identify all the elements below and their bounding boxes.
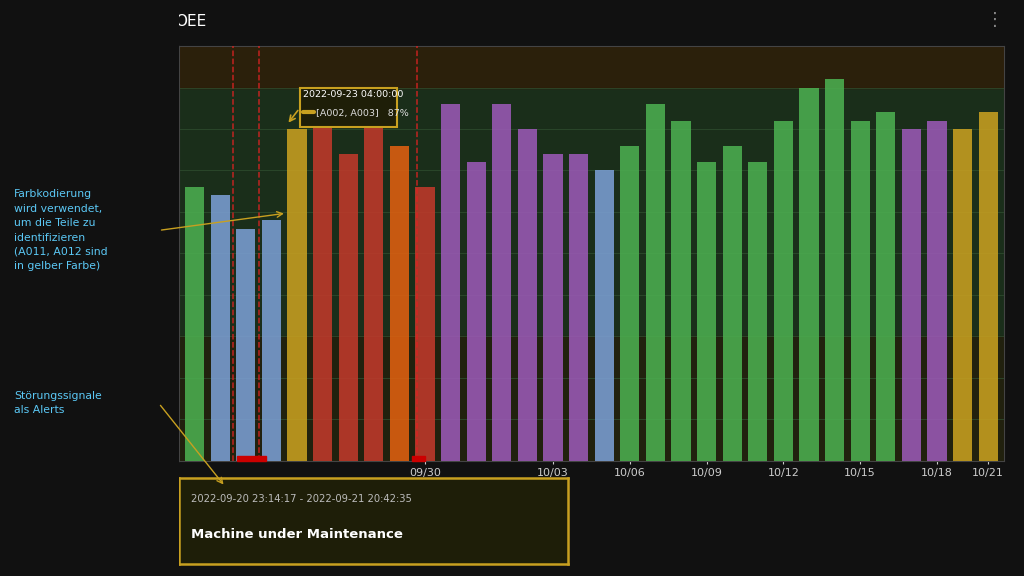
Bar [569, 154, 588, 461]
Bar [851, 121, 869, 461]
Bar [672, 121, 690, 461]
Bar [313, 112, 332, 461]
Bar [416, 187, 434, 461]
Bar [518, 129, 537, 461]
Bar [179, 46, 1004, 88]
Bar [441, 104, 460, 461]
Text: ⋮: ⋮ [985, 12, 1004, 29]
Bar [288, 129, 306, 461]
Bar [800, 88, 818, 461]
Bar [339, 154, 357, 461]
Bar [179, 336, 1004, 461]
Text: Machine under Maintenance: Machine under Maintenance [190, 528, 402, 541]
Bar [390, 146, 409, 461]
Bar [877, 112, 895, 461]
Bar [412, 456, 425, 461]
Bar [493, 104, 511, 461]
Bar [723, 146, 741, 461]
Bar [262, 220, 281, 461]
Bar [544, 154, 562, 461]
Bar [697, 162, 716, 461]
Text: [A002, A003]   87%: [A002, A003] 87% [316, 109, 409, 118]
Bar [237, 456, 266, 461]
Bar [646, 104, 665, 461]
FancyBboxPatch shape [299, 88, 396, 127]
Bar [774, 121, 793, 461]
Bar [928, 121, 946, 461]
Text: 2022-09-20 23:14:17 - 2022-09-21 20:42:35: 2022-09-20 23:14:17 - 2022-09-21 20:42:3… [190, 494, 412, 503]
Bar [902, 129, 921, 461]
Bar [237, 229, 255, 461]
Text: Störungssignale
als Alerts: Störungssignale als Alerts [14, 391, 102, 415]
Bar [953, 129, 972, 461]
Bar [621, 146, 639, 461]
Bar [365, 104, 383, 461]
Bar [595, 170, 613, 461]
Text: 2022-09-23 04:00:00: 2022-09-23 04:00:00 [302, 90, 403, 100]
Text: Farbkodierung
wird verwendet,
um die Teile zu
identifizieren
(A011, A012 sind
in: Farbkodierung wird verwendet, um die Tei… [14, 190, 108, 271]
Bar [979, 112, 997, 461]
Bar [749, 162, 767, 461]
Bar [825, 79, 844, 461]
Bar [467, 162, 485, 461]
Text: OEE: OEE [175, 14, 206, 29]
Bar [211, 195, 229, 461]
Bar [185, 187, 204, 461]
